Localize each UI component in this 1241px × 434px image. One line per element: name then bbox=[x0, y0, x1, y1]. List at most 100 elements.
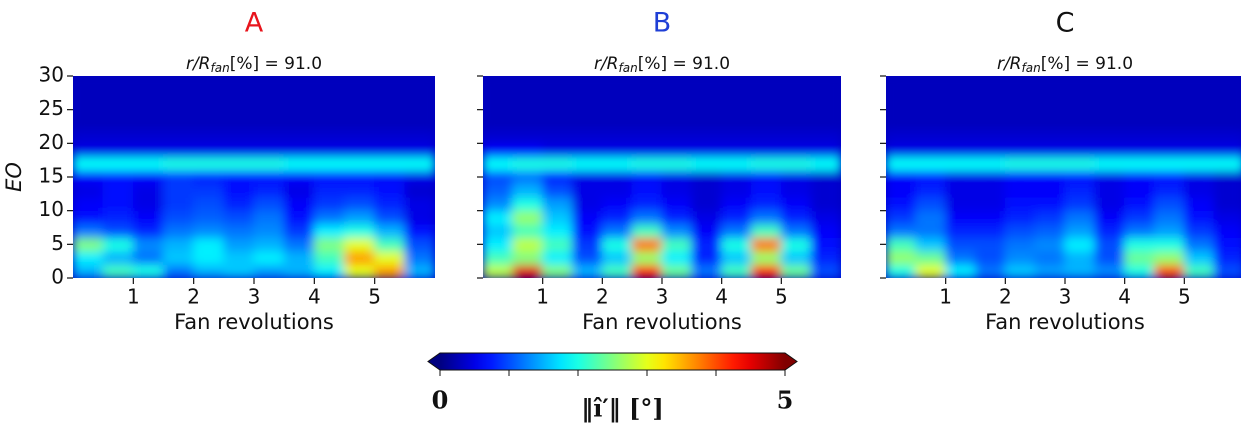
heatmap-cell bbox=[542, 196, 573, 212]
heatmap-cell bbox=[1034, 169, 1066, 185]
heatmap-cell bbox=[404, 264, 435, 278]
heatmap-cell bbox=[512, 196, 544, 212]
heatmap-cell bbox=[223, 264, 255, 278]
heatmap-cell bbox=[1154, 237, 1185, 252]
heatmap-cell bbox=[193, 223, 225, 239]
heatmap-cell bbox=[512, 169, 544, 185]
heatmap-cell bbox=[374, 210, 406, 225]
panel-subtitle: r/Rfan[%] = 91.0 bbox=[997, 54, 1133, 75]
heatmap-cell bbox=[193, 196, 225, 212]
heatmap-cell bbox=[483, 264, 514, 278]
heatmap-cell bbox=[601, 264, 633, 278]
heatmap-cell bbox=[1183, 237, 1215, 252]
heatmap-cell bbox=[223, 250, 255, 266]
heatmap-cell bbox=[661, 183, 693, 198]
heatmap-cell bbox=[631, 115, 663, 131]
heatmap-cell bbox=[601, 183, 633, 198]
heatmap-cell bbox=[810, 183, 841, 198]
heatmap-cell bbox=[132, 250, 164, 266]
heatmap-cell bbox=[975, 142, 1006, 158]
heatmap-cell bbox=[253, 237, 285, 252]
heatmap-cell bbox=[223, 102, 255, 117]
heatmap-cell bbox=[542, 223, 573, 239]
heatmap-cell bbox=[1004, 142, 1036, 158]
heatmap-cell bbox=[163, 76, 195, 90]
heatmap-cell bbox=[1124, 223, 1155, 239]
heatmap-cell bbox=[1094, 250, 1126, 266]
heatmap-cell bbox=[73, 76, 104, 90]
heatmap-cell bbox=[631, 210, 663, 225]
heatmap-cell bbox=[1154, 156, 1185, 171]
heatmap-cell bbox=[374, 264, 406, 278]
heatmap-cell bbox=[631, 183, 663, 198]
colorbar-tick-label: 5 bbox=[777, 386, 794, 415]
heatmap-cell bbox=[1004, 183, 1036, 198]
heatmap-cell bbox=[661, 237, 693, 252]
heatmap-cell bbox=[810, 142, 841, 158]
heatmap-cell bbox=[344, 183, 376, 198]
heatmap-cell bbox=[810, 169, 841, 185]
heatmap-cell bbox=[283, 76, 315, 90]
heatmap-cell bbox=[721, 142, 752, 158]
heatmap-cell bbox=[780, 88, 812, 104]
heatmap-cell bbox=[223, 129, 255, 144]
heatmap-cell bbox=[1034, 237, 1066, 252]
heatmap-cell bbox=[344, 237, 376, 252]
heatmap-cell bbox=[1154, 196, 1185, 212]
heatmap-cell bbox=[223, 237, 255, 252]
heatmap-cell bbox=[73, 129, 104, 144]
heatmap-cell bbox=[1034, 142, 1066, 158]
heatmap-cell bbox=[102, 76, 134, 90]
heatmap-cell bbox=[73, 237, 104, 252]
heatmap-cell bbox=[601, 210, 633, 225]
y-tick-label: 10 bbox=[39, 197, 64, 221]
heatmap-cell bbox=[253, 129, 285, 144]
heatmap-cell bbox=[721, 115, 752, 131]
heatmap-cell bbox=[886, 142, 917, 158]
heatmap-cell bbox=[1183, 183, 1215, 198]
heatmap-cell bbox=[691, 223, 723, 239]
heatmap-cell bbox=[945, 102, 976, 117]
heatmap-cell bbox=[542, 169, 573, 185]
heatmap-cell bbox=[73, 156, 104, 171]
heatmap-cell bbox=[404, 169, 435, 185]
heatmap-cell bbox=[1064, 129, 1096, 144]
heatmap-cell bbox=[193, 142, 225, 158]
heatmap-cell bbox=[661, 250, 693, 266]
heatmap-cell bbox=[313, 223, 345, 239]
heatmap-cell bbox=[1183, 169, 1215, 185]
heatmap-cell bbox=[1124, 88, 1155, 104]
heatmap-cell bbox=[283, 196, 315, 212]
heatmap-cell bbox=[691, 210, 723, 225]
heatmap-cell bbox=[1094, 196, 1126, 212]
heatmap-cell bbox=[691, 115, 723, 131]
heatmap-cell bbox=[374, 102, 406, 117]
heatmap-cell bbox=[253, 196, 285, 212]
heatmap-cell bbox=[1004, 156, 1036, 171]
panel-subtitle: r/Rfan[%] = 91.0 bbox=[594, 54, 730, 75]
heatmap-cell bbox=[313, 210, 345, 225]
heatmap-cell bbox=[915, 183, 947, 198]
heatmap-cell bbox=[483, 183, 514, 198]
x-tick-label: 4 bbox=[1118, 285, 1131, 309]
heatmap-cell bbox=[223, 88, 255, 104]
heatmap-cell bbox=[780, 142, 812, 158]
heatmap-cell bbox=[313, 102, 345, 117]
heatmap-cell bbox=[313, 156, 345, 171]
heatmap-cell bbox=[193, 183, 225, 198]
subtitle-sub: fan bbox=[1022, 61, 1041, 75]
x-tick-label: 3 bbox=[248, 285, 261, 309]
heatmap-cell bbox=[810, 210, 841, 225]
heatmap-cell bbox=[721, 237, 752, 252]
heatmap-cell bbox=[193, 264, 225, 278]
heatmap-cell bbox=[751, 264, 782, 278]
heatmap-cell bbox=[631, 88, 663, 104]
heatmap-cell bbox=[661, 156, 693, 171]
heatmap-cell bbox=[483, 196, 514, 212]
heatmap-cell bbox=[631, 196, 663, 212]
heatmap-cell bbox=[945, 142, 976, 158]
heatmap-cell bbox=[1094, 88, 1126, 104]
heatmap-cell bbox=[483, 169, 514, 185]
heatmap-cell bbox=[483, 156, 514, 171]
